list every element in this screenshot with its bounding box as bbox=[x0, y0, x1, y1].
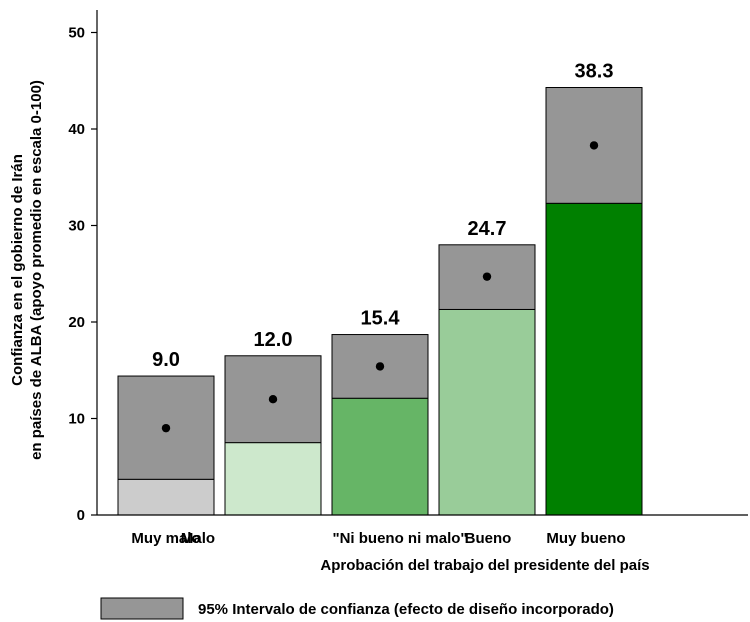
y-tick-label-20: 20 bbox=[68, 314, 85, 331]
mean-point-2 bbox=[268, 395, 278, 404]
bar-3 bbox=[331, 397, 429, 516]
mean-point-3 bbox=[375, 362, 385, 371]
mean-point-1 bbox=[161, 423, 171, 433]
mean-point-4 bbox=[482, 272, 492, 281]
value-label-4: 24.7 bbox=[468, 218, 507, 240]
y-axis-label-line-2: en países de ALBA (apoyo promedio en esc… bbox=[28, 80, 45, 460]
y-axis-label-line-1: Confianza en el gobierno de Irán bbox=[9, 154, 26, 386]
y-tick-label-50: 50 bbox=[68, 25, 85, 42]
category-label-1: Muy malo bbox=[131, 530, 200, 547]
value-label-1: 9.0 bbox=[152, 349, 180, 371]
value-label-3: 15.4 bbox=[361, 308, 401, 330]
legend: 95% Intervalo de confianza (efecto de di… bbox=[100, 597, 614, 620]
x-axis-label: Aprobación del trabajo del presidente de… bbox=[320, 557, 649, 574]
category-label-4: Bueno bbox=[465, 530, 512, 547]
legend-swatch bbox=[100, 597, 184, 620]
mean-point-5 bbox=[589, 141, 599, 150]
y-axis-label: Confianza en el gobierno de Irán en país… bbox=[9, 80, 45, 460]
bar-4 bbox=[438, 308, 536, 516]
y-tick-label-0: 0 bbox=[77, 507, 85, 524]
category-label-3: "Ni bueno ni malo" bbox=[332, 530, 467, 547]
bar-2 bbox=[224, 442, 322, 516]
category-label-5: Muy bueno bbox=[546, 530, 625, 547]
legend-label: 95% Intervalo de confianza (efecto de di… bbox=[198, 601, 614, 618]
y-tick-label-10: 10 bbox=[68, 411, 85, 428]
y-tick-label-30: 30 bbox=[68, 218, 85, 235]
plot-area: 9.0 12.0 15.4 24.7 38.3 bbox=[117, 61, 643, 516]
bar-5 bbox=[545, 202, 643, 516]
category-label-2: Malo bbox=[181, 530, 215, 547]
value-label-5: 38.3 bbox=[575, 61, 614, 83]
value-label-2: 12.0 bbox=[254, 329, 293, 351]
y-tick-label-40: 40 bbox=[68, 121, 85, 138]
bar-1 bbox=[117, 478, 215, 516]
